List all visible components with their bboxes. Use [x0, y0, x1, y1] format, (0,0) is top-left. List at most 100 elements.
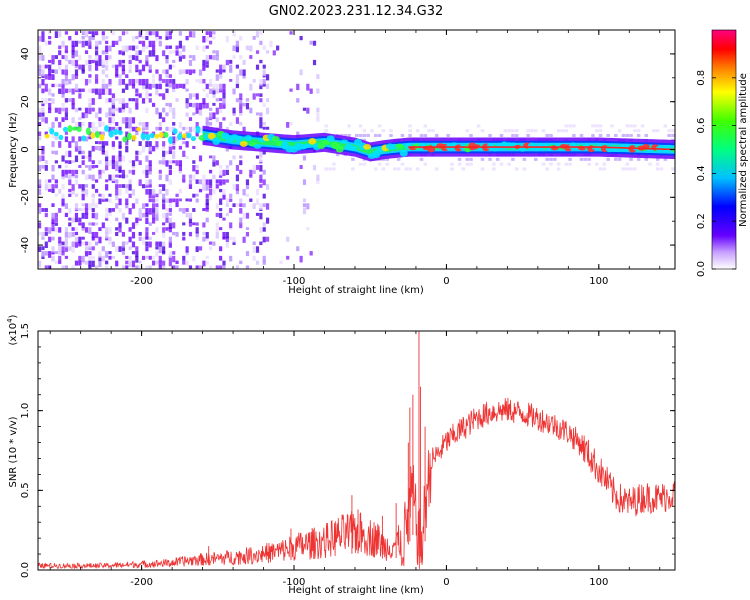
spectrogram-cell	[41, 251, 45, 258]
spectrogram-cell	[549, 162, 553, 166]
spectrogram-cell	[61, 155, 65, 162]
spectrogram-cell	[208, 188, 213, 196]
spectrogram-cell	[185, 260, 189, 266]
spectrogram-cell	[41, 35, 45, 42]
spectrogram-cell	[38, 131, 42, 137]
spectrogram-cell	[74, 64, 79, 69]
spectrogram-cell	[347, 133, 351, 137]
spectrogram-cell	[141, 122, 146, 129]
spectrogram-cell	[602, 167, 607, 171]
spectrogram-cell	[469, 162, 473, 166]
spectrogram-cell	[168, 260, 172, 267]
spectrogram-cell	[202, 59, 206, 66]
spectrogram-cell	[245, 45, 250, 51]
spectrogram-cell	[178, 31, 183, 36]
spectrogram-cell	[81, 212, 85, 219]
spectrogram-cell	[118, 59, 122, 67]
spectrogram-cell	[74, 193, 79, 197]
spectrogram-cell	[101, 64, 105, 68]
spectrogram-cell	[158, 78, 162, 84]
spectrogram-cell	[165, 83, 169, 87]
spectrogram-cell	[145, 255, 149, 259]
ridge-blob	[181, 133, 187, 139]
spectrogram-cell	[235, 98, 240, 103]
spectrogram-cell	[182, 150, 186, 157]
spectrogram-cell	[636, 133, 641, 137]
spectrogram-cell	[58, 45, 62, 50]
spectrogram-cell	[219, 179, 223, 186]
spectrogram-cell	[105, 64, 109, 71]
spectrogram-cell	[138, 212, 142, 219]
spectrogram-cell	[633, 129, 637, 133]
spectrogram-cell	[299, 35, 303, 41]
spectrogram-cell	[108, 83, 112, 87]
spectrogram-cell	[309, 40, 313, 45]
spectrogram-cell	[101, 145, 105, 153]
spectrogram-cell	[105, 231, 109, 239]
spectrogram-cell	[68, 88, 72, 93]
spectrogram-cell	[135, 150, 139, 155]
spectrogram-cell	[215, 117, 219, 123]
spectrogram-cell	[108, 78, 112, 85]
spectrogram-cell	[148, 50, 152, 57]
spectrogram-cell	[88, 74, 92, 78]
ridge-blob	[399, 149, 408, 157]
spectrogram-cell	[108, 160, 112, 167]
spectrogram-cell	[41, 107, 45, 113]
spectrogram-cell	[158, 184, 162, 187]
spectrogram-cell	[54, 184, 58, 189]
spectrogram-cell	[51, 165, 55, 172]
spectrogram-cell	[208, 78, 213, 85]
spectrogram-cell	[172, 145, 176, 150]
spectrogram-cell	[41, 255, 45, 260]
spectrogram-cell	[225, 59, 229, 66]
spectrogram-cell	[94, 55, 99, 61]
spectrogram-cell	[131, 165, 136, 169]
spectrogram-cell	[205, 102, 209, 109]
spectrogram-cell	[165, 188, 169, 196]
spectrogram-cell	[48, 40, 52, 45]
spectrogram-cell	[396, 157, 401, 161]
spectrogram-cell	[568, 157, 572, 161]
spectrogram-cell	[235, 40, 240, 47]
spectrogram-cell	[71, 169, 75, 176]
spectrogram-cell	[262, 126, 266, 130]
spectrogram-cell	[61, 69, 65, 75]
spectrogram-cell	[172, 231, 176, 236]
spectrogram-cell	[162, 160, 166, 165]
spectrogram-cell	[148, 160, 152, 166]
spectrogram-cell	[202, 35, 206, 43]
spectrogram-cell	[205, 122, 209, 128]
spectrogram-cell	[64, 31, 69, 35]
spectrogram-cell	[168, 35, 172, 40]
spectrogram-cell	[145, 208, 149, 214]
spectrogram-cell	[222, 179, 226, 185]
spectrogram-cell	[111, 179, 115, 184]
spectrogram-cell	[155, 193, 159, 198]
spectrogram-cell	[309, 88, 313, 94]
spectrogram-cell	[101, 141, 105, 148]
ridge-blob	[239, 140, 248, 147]
spectrogram-cell	[135, 222, 139, 226]
spectrogram-cell	[358, 162, 363, 166]
spectrogram-cell	[88, 255, 92, 261]
spectrogram-cell	[151, 231, 156, 235]
spectrogram-cell	[215, 88, 219, 94]
spectrogram-cell	[105, 40, 109, 45]
spectrogram-cell	[178, 188, 183, 194]
spectrogram-cell	[101, 88, 105, 95]
spectrogram-cell	[671, 133, 675, 137]
spectrogram-cell	[172, 112, 176, 119]
spectrogram-cell	[74, 50, 79, 57]
spectrogram-cell	[222, 169, 226, 177]
spectrogram-cell	[68, 222, 72, 227]
spectrogram-cell	[141, 78, 146, 86]
spectrogram-cell	[71, 227, 75, 231]
spectrogram-cell	[235, 265, 240, 269]
spectrogram-cell	[168, 169, 172, 176]
spectrogram-cell	[48, 126, 52, 132]
spectrogram-cell	[41, 55, 45, 61]
spectrogram-cell	[84, 193, 89, 197]
spectrogram-cell	[564, 129, 569, 133]
spectrogram-cell	[252, 165, 256, 171]
